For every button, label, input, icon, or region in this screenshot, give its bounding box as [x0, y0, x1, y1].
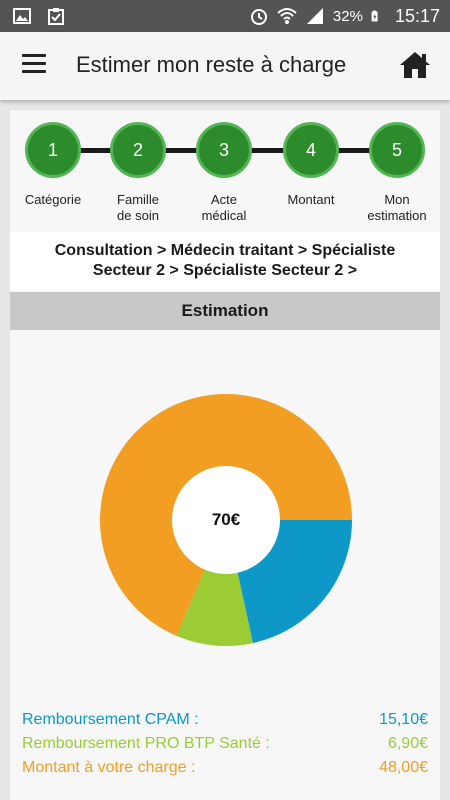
- battery-percent: 32%: [332, 7, 363, 25]
- clipboard-check-icon: [48, 8, 64, 25]
- step-categorie[interactable]: 1 Catégorie: [3, 122, 103, 208]
- legend-value: 48,00€: [379, 759, 428, 776]
- donut-chart: 70€: [100, 394, 352, 652]
- donut-chart-svg: [100, 394, 352, 646]
- estimation-card: 1 Catégorie 2 Famille de soin 3 Acte méd…: [10, 110, 440, 800]
- step-circle[interactable]: 1: [25, 122, 81, 178]
- step-circle[interactable]: 5: [369, 122, 425, 178]
- breadcrumb: Consultation > Médecin traitant > Spécia…: [10, 232, 440, 290]
- step-montant[interactable]: 4 Montant: [261, 122, 361, 208]
- step-famille-de-soin[interactable]: 2 Famille de soin: [88, 122, 188, 224]
- stepper: 1 Catégorie 2 Famille de soin 3 Acte méd…: [10, 110, 440, 230]
- legend-row: Remboursement CPAM : 15,10€: [22, 708, 428, 732]
- gallery-icon: [13, 8, 31, 24]
- step-circle[interactable]: 2: [110, 122, 166, 178]
- page-title: Estimer mon reste à charge: [76, 52, 347, 77]
- legend-label: Montant à votre charge :: [22, 759, 196, 776]
- alarm-icon: [250, 9, 267, 25]
- legend-label: Remboursement PRO BTP Santé :: [22, 735, 270, 752]
- step-label: Montant: [287, 192, 335, 207]
- step-circle[interactable]: 4: [283, 122, 339, 178]
- legend: Remboursement CPAM :15,10€ Remboursement …: [22, 708, 428, 780]
- step-acte-medical[interactable]: 3 Acte médical: [174, 122, 274, 224]
- step-circle[interactable]: 3: [196, 122, 252, 178]
- section-title: Estimation: [10, 292, 440, 330]
- step-label: Acte médical: [201, 192, 247, 223]
- step-label: Mon estimation: [367, 192, 427, 223]
- wifi-icon: [277, 8, 297, 24]
- legend-value: 6,90€: [387, 735, 428, 752]
- step-label: Famille de soin: [117, 192, 159, 223]
- step-label: Catégorie: [24, 192, 82, 207]
- legend-label: Remboursement CPAM :: [22, 711, 199, 728]
- donut-hole: [172, 466, 280, 574]
- legend-row: Remboursement PRO BTP Santé : 6,90€: [22, 732, 428, 756]
- step-mon-estimation[interactable]: 5 Mon estimation: [347, 122, 447, 224]
- battery-charging-icon: [371, 10, 378, 22]
- breadcrumb-line-1: Consultation > Médecin traitant > Spécia…: [54, 242, 396, 259]
- status-bar: 32% 15:17: [0, 0, 450, 32]
- legend-value: 15,10€: [379, 711, 428, 728]
- signal-icon: [306, 8, 323, 24]
- menu-icon[interactable]: [22, 54, 48, 76]
- donut-slice-1: [176, 520, 253, 646]
- clock: 15:17: [394, 5, 440, 26]
- legend-row: Montant à votre charge : 48,00€: [22, 756, 428, 780]
- home-icon[interactable]: [398, 48, 432, 82]
- breadcrumb-line-2: Secteur 2 > Spécialiste Secteur 2 >: [92, 262, 358, 279]
- app-bar: Estimer mon reste à charge: [0, 32, 450, 100]
